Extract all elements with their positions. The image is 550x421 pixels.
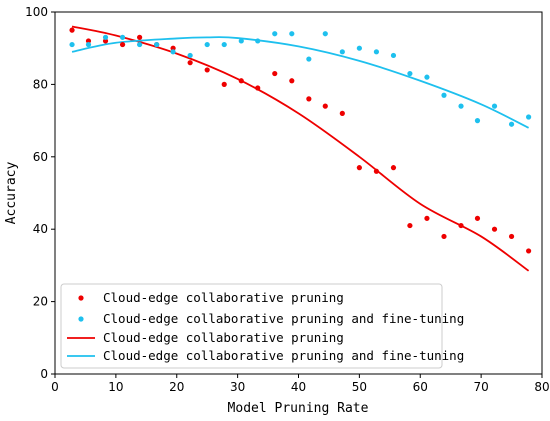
x-tick-label: 0: [51, 380, 59, 394]
data-point-series-0: [221, 81, 227, 87]
y-tick-label: 40: [33, 222, 48, 236]
legend-point-marker: [78, 316, 84, 322]
data-point-series-0: [441, 233, 447, 240]
data-point-series-1: [474, 118, 481, 124]
data-point-series-0: [187, 60, 193, 66]
data-point-series-1: [221, 41, 227, 48]
legend-label: Cloud-edge collaborative pruning and fin…: [103, 348, 464, 363]
y-axis-ticks: 0 20 40 60 80 100: [25, 5, 55, 381]
data-point-series-1: [255, 38, 261, 44]
x-tick-label: 10: [108, 380, 123, 394]
data-point-series-0: [474, 215, 481, 221]
data-point-series-1: [306, 56, 312, 62]
data-point-series-1: [137, 41, 143, 48]
data-point-series-1: [458, 103, 464, 109]
fit-line-series-3: [71, 36, 530, 129]
x-tick-label: 80: [534, 380, 549, 394]
data-point-series-0: [289, 78, 295, 84]
data-point-series-1: [407, 70, 413, 77]
data-point-series-1: [356, 45, 362, 51]
data-point-series-1: [272, 31, 278, 37]
y-tick-label: 20: [33, 295, 48, 309]
data-point-series-0: [526, 248, 532, 254]
data-point-series-0: [255, 85, 261, 91]
x-tick-label: 60: [413, 380, 428, 394]
data-point-series-0: [424, 215, 430, 221]
x-tick-label: 40: [291, 380, 306, 394]
data-point-series-1: [339, 49, 345, 55]
legend-box: [60, 283, 443, 369]
data-point-series-1: [424, 74, 430, 80]
series-points: [69, 27, 532, 254]
data-point-series-0: [322, 103, 328, 109]
y-tick-label: 80: [33, 77, 48, 91]
data-point-series-0: [272, 70, 278, 77]
data-point-series-0: [306, 96, 312, 102]
data-point-series-1: [170, 49, 176, 55]
x-tick-label: 50: [352, 380, 367, 394]
data-point-series-0: [119, 41, 126, 48]
data-point-series-1: [102, 34, 109, 40]
legend-point-marker: [78, 295, 84, 301]
data-point-series-0: [390, 165, 397, 171]
x-tick-label: 30: [230, 380, 245, 394]
y-axis-title: Accuracy: [4, 162, 19, 225]
data-point-series-1: [322, 31, 328, 37]
data-point-series-0: [407, 222, 413, 229]
y-tick-label: 0: [40, 367, 48, 381]
data-point-series-1: [119, 34, 126, 40]
x-axis-ticks: 0 10 20 30 40 50 60 70 80: [51, 374, 550, 394]
data-point-series-0: [204, 67, 210, 73]
data-point-series-0: [85, 38, 92, 44]
data-point-series-0: [339, 110, 345, 116]
legend: Cloud-edge collaborative pruning Cloud-ed…: [60, 283, 464, 369]
data-point-series-1: [441, 92, 447, 98]
data-point-series-0: [102, 38, 109, 44]
data-point-series-1: [373, 49, 380, 55]
x-tick-label: 70: [473, 380, 488, 394]
data-point-series-0: [373, 168, 380, 174]
data-point-series-1: [238, 38, 244, 44]
data-point-series-1: [526, 114, 532, 120]
data-point-series-1: [154, 41, 160, 48]
data-point-series-1: [390, 52, 397, 59]
data-point-series-1: [508, 121, 515, 127]
data-point-series-0: [458, 222, 464, 229]
data-point-series-0: [137, 34, 143, 40]
data-point-series-1: [187, 52, 193, 59]
data-point-series-1: [289, 31, 295, 37]
data-point-series-0: [491, 226, 498, 232]
data-point-series-0: [170, 45, 176, 51]
data-point-series-0: [238, 78, 244, 84]
y-tick-label: 100: [25, 5, 48, 19]
data-point-series-0: [69, 27, 75, 33]
data-point-series-1: [491, 103, 498, 109]
x-tick-label: 20: [169, 380, 184, 394]
x-axis-title: Model Pruning Rate: [228, 401, 369, 416]
legend-label: Cloud-edge collaborative pruning: [103, 290, 344, 305]
y-tick-label: 60: [33, 150, 48, 164]
data-point-series-1: [204, 41, 210, 48]
data-point-series-0: [508, 233, 515, 240]
legend-label: Cloud-edge collaborative pruning and fin…: [103, 311, 464, 326]
legend-label: Cloud-edge collaborative pruning: [103, 330, 344, 345]
data-point-series-0: [356, 165, 362, 171]
data-point-series-1: [69, 41, 75, 48]
data-point-series-1: [85, 41, 92, 48]
